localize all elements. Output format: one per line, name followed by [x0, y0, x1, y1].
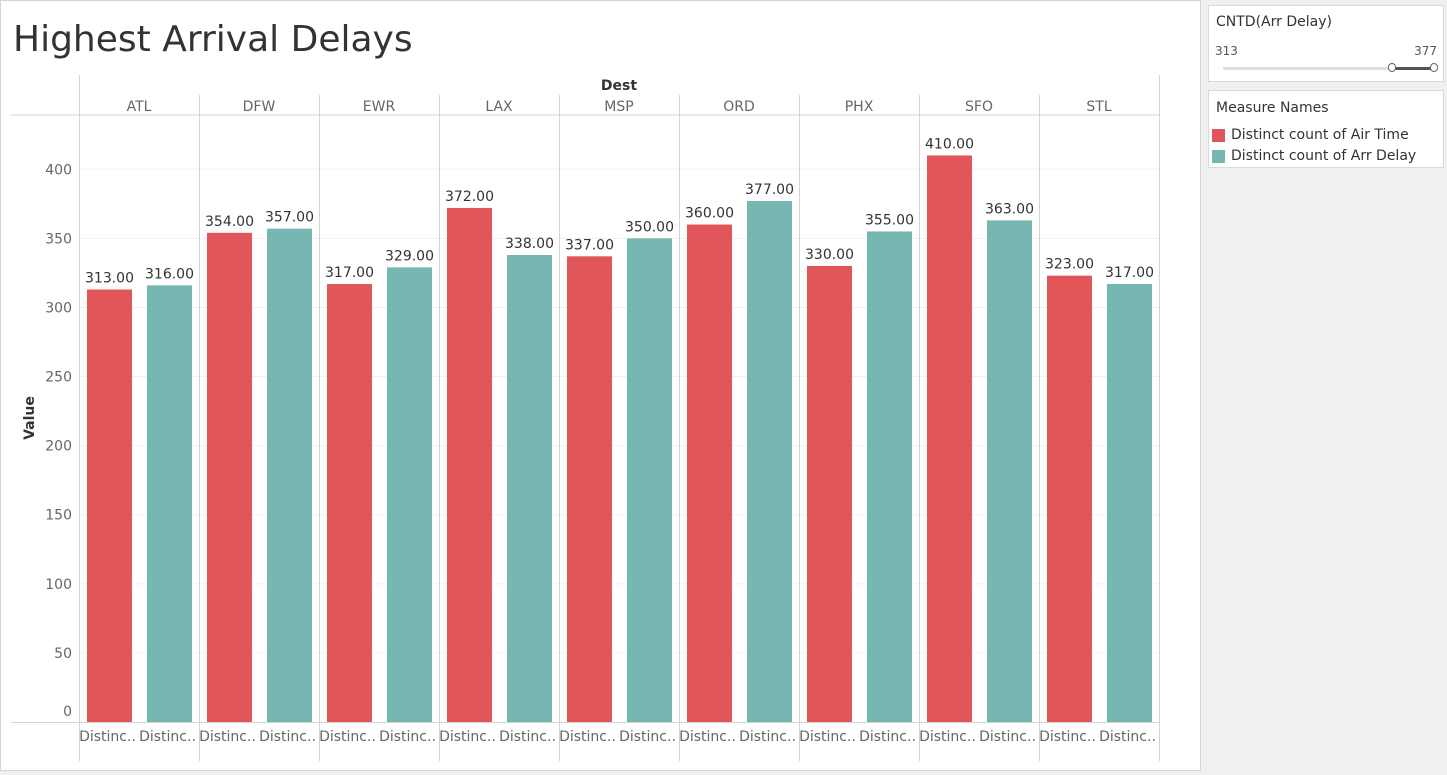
- legend-card: Measure Names Distinct count of Air Time…: [1208, 90, 1444, 168]
- data-label: 329.00: [385, 248, 434, 264]
- legend-swatch: [1212, 129, 1225, 142]
- legend-label: Distinct count of Arr Delay: [1231, 148, 1417, 164]
- bar-axis-label: Distinc..: [859, 729, 916, 745]
- y-tick-label: 300: [45, 300, 72, 316]
- category-label-sfo: SFO: [965, 99, 993, 115]
- category-label-atl: ATL: [127, 99, 152, 115]
- bar-msp-air-time: [567, 256, 612, 722]
- data-label: 313.00: [85, 270, 134, 286]
- category-label-ord: ORD: [723, 99, 755, 115]
- bar-sfo-arr-delay: [987, 220, 1032, 722]
- filter-title: CNTD(Arr Delay): [1216, 14, 1332, 30]
- bar-axis-label: Distinc..: [139, 729, 196, 745]
- bar-axis-label: Distinc..: [979, 729, 1036, 745]
- data-label: 338.00: [505, 236, 554, 252]
- y-tick-label: 150: [45, 508, 72, 524]
- bar-axis-label: Distinc..: [739, 729, 796, 745]
- bar-phx-arr-delay: [867, 231, 912, 723]
- y-tick-label: 350: [45, 231, 72, 247]
- y-tick-label: 100: [45, 577, 72, 593]
- bar-axis-label: Distinc..: [499, 729, 556, 745]
- category-label-dfw: DFW: [243, 99, 276, 115]
- range-slider-min-handle[interactable]: [1388, 63, 1396, 72]
- filter-min-value: 313: [1215, 44, 1238, 58]
- category-label-phx: PHX: [845, 99, 874, 115]
- bar-atl-air-time: [87, 289, 132, 722]
- bar-axis-label: Distinc..: [619, 729, 676, 745]
- category-label-msp: MSP: [604, 99, 633, 115]
- bar-msp-arr-delay: [627, 238, 672, 722]
- bar-lax-air-time: [447, 207, 492, 723]
- data-label: 355.00: [865, 212, 914, 228]
- data-label: 372.00: [445, 189, 494, 205]
- bar-axis-label: Distinc..: [199, 729, 256, 745]
- data-label: 330.00: [805, 247, 854, 263]
- bar-axis-label: Distinc..: [799, 729, 856, 745]
- data-label: 350.00: [625, 219, 674, 235]
- filter-card: CNTD(Arr Delay) 313 377: [1208, 5, 1444, 82]
- legend-swatch: [1212, 150, 1225, 163]
- data-label: 354.00: [205, 214, 254, 230]
- range-slider-max-handle[interactable]: [1430, 63, 1438, 72]
- bar-axis-label: Distinc..: [559, 729, 616, 745]
- y-tick-label: 250: [45, 370, 72, 386]
- data-label: 357.00: [265, 210, 314, 226]
- bar-ord-air-time: [687, 224, 732, 722]
- bar-axis-label: Distinc..: [319, 729, 376, 745]
- bar-chart: Dest Value 0 50 100 150 200 250 300 350 400 ATL 313.…: [11, 75, 1160, 761]
- page-title: Highest Arrival Delays: [13, 19, 413, 60]
- data-label: 410.00: [925, 136, 974, 152]
- category-label-stl: STL: [1086, 99, 1111, 115]
- bar-lax-arr-delay: [507, 254, 552, 723]
- category-label-ewr: EWR: [363, 99, 396, 115]
- y-tick-label: 50: [54, 646, 72, 662]
- y-tick-label: 200: [45, 439, 72, 455]
- dashboard-sheet: Highest Arrival Delays Dest Value 0 50 100 15…: [0, 0, 1201, 771]
- bar-dfw-air-time: [207, 232, 252, 722]
- data-label: 360.00: [685, 206, 734, 222]
- bar-atl-arr-delay: [147, 285, 192, 722]
- bar-axis-label: Distinc..: [1099, 729, 1156, 745]
- bar-phx-air-time: [807, 266, 852, 722]
- bar-axis-label: Distinc..: [379, 729, 436, 745]
- y-axis-label: Value: [22, 396, 38, 440]
- bar-axis-label: Distinc..: [679, 729, 736, 745]
- bar-ewr-air-time: [327, 283, 372, 722]
- legend-title: Measure Names: [1216, 100, 1329, 116]
- data-label: 316.00: [145, 266, 194, 282]
- bar-stl-arr-delay: [1107, 283, 1152, 722]
- range-slider-track[interactable]: [1223, 67, 1437, 70]
- category-label-lax: LAX: [485, 99, 513, 115]
- data-label: 337.00: [565, 237, 614, 253]
- bar-axis-label: Distinc..: [1039, 729, 1096, 745]
- data-label: 323.00: [1045, 257, 1094, 273]
- bar-ord-arr-delay: [747, 201, 792, 722]
- bar-axis-label: Distinc..: [79, 729, 136, 745]
- y-tick-label: 0: [63, 704, 72, 720]
- bar-axis-label: Distinc..: [919, 729, 976, 745]
- data-label: 377.00: [745, 182, 794, 198]
- data-label: 317.00: [1105, 265, 1154, 281]
- data-label: 363.00: [985, 201, 1034, 217]
- bar-ewr-arr-delay: [387, 267, 432, 722]
- y-tick-label: 400: [45, 162, 72, 178]
- data-label: 317.00: [325, 265, 374, 281]
- filter-max-value: 377: [1414, 44, 1437, 58]
- bar-axis-label: Distinc..: [439, 729, 496, 745]
- legend-label: Distinct count of Air Time: [1231, 127, 1409, 143]
- range-slider-selection: [1391, 67, 1431, 70]
- bar-stl-air-time: [1047, 275, 1092, 722]
- column-header-title: Dest: [601, 78, 637, 94]
- bar-dfw-arr-delay: [267, 228, 312, 722]
- bar-axis-label: Distinc..: [259, 729, 316, 745]
- bar-sfo-air-time: [927, 155, 972, 723]
